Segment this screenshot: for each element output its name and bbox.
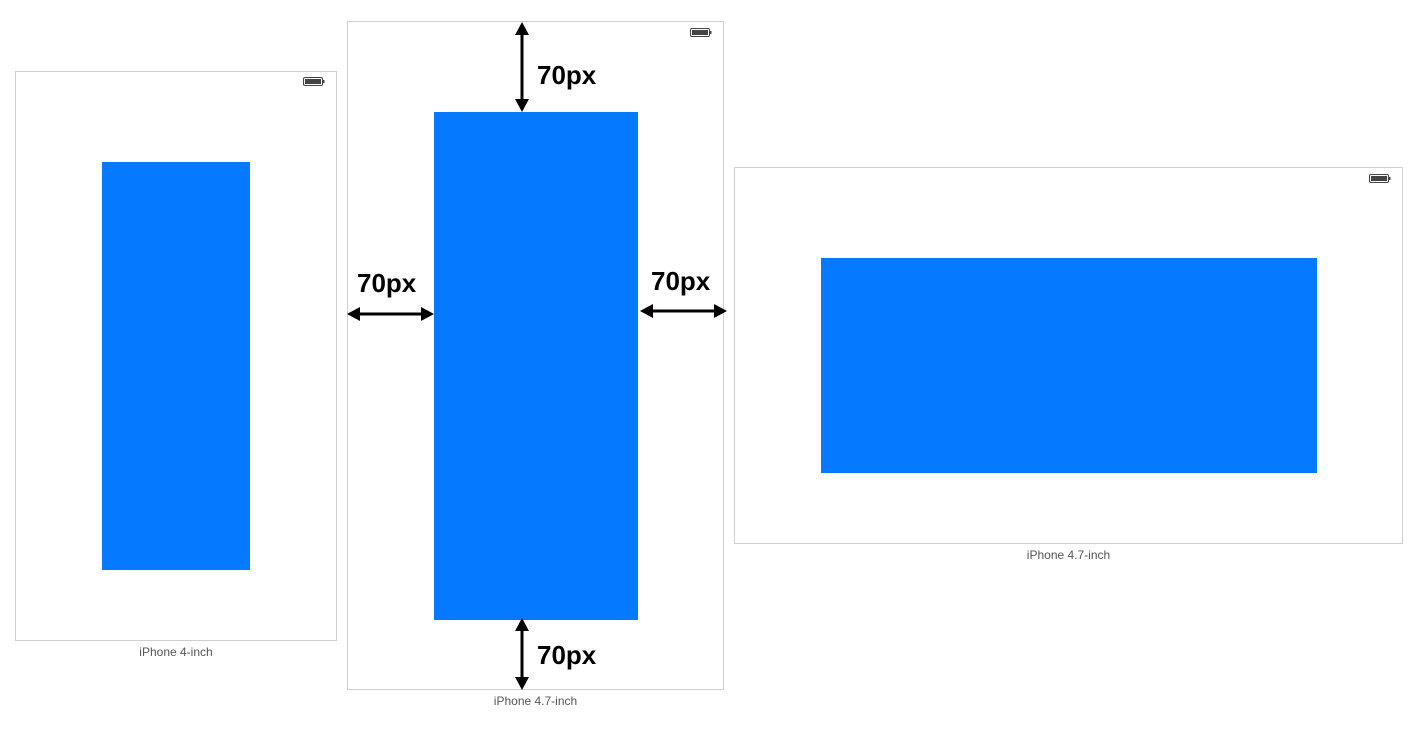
right-margin-label: 70px	[651, 266, 711, 296]
left-margin-arrow	[347, 307, 434, 321]
device-frame-iphone-4-7-inch-landscape	[734, 167, 1403, 544]
battery-icon	[303, 77, 325, 86]
device-caption: iPhone 4.7-inch	[1026, 548, 1111, 562]
device-frame-iphone-4-7-inch-portrait	[347, 21, 724, 690]
bottom-margin-arrow	[515, 618, 529, 690]
battery-icon	[1369, 174, 1391, 183]
top-margin-arrow	[515, 22, 529, 112]
content-view	[434, 112, 638, 620]
left-margin-label: 70px	[357, 268, 417, 298]
content-view	[102, 162, 250, 570]
right-margin-arrow	[640, 304, 727, 318]
device-caption: iPhone 4.7-inch	[493, 694, 578, 708]
device-caption: iPhone 4-inch	[139, 645, 213, 659]
content-view	[821, 258, 1317, 473]
device-frame-iphone-4-inch	[15, 71, 337, 641]
bottom-margin-label: 70px	[537, 640, 597, 670]
top-margin-label: 70px	[537, 60, 597, 90]
battery-icon	[690, 28, 712, 37]
